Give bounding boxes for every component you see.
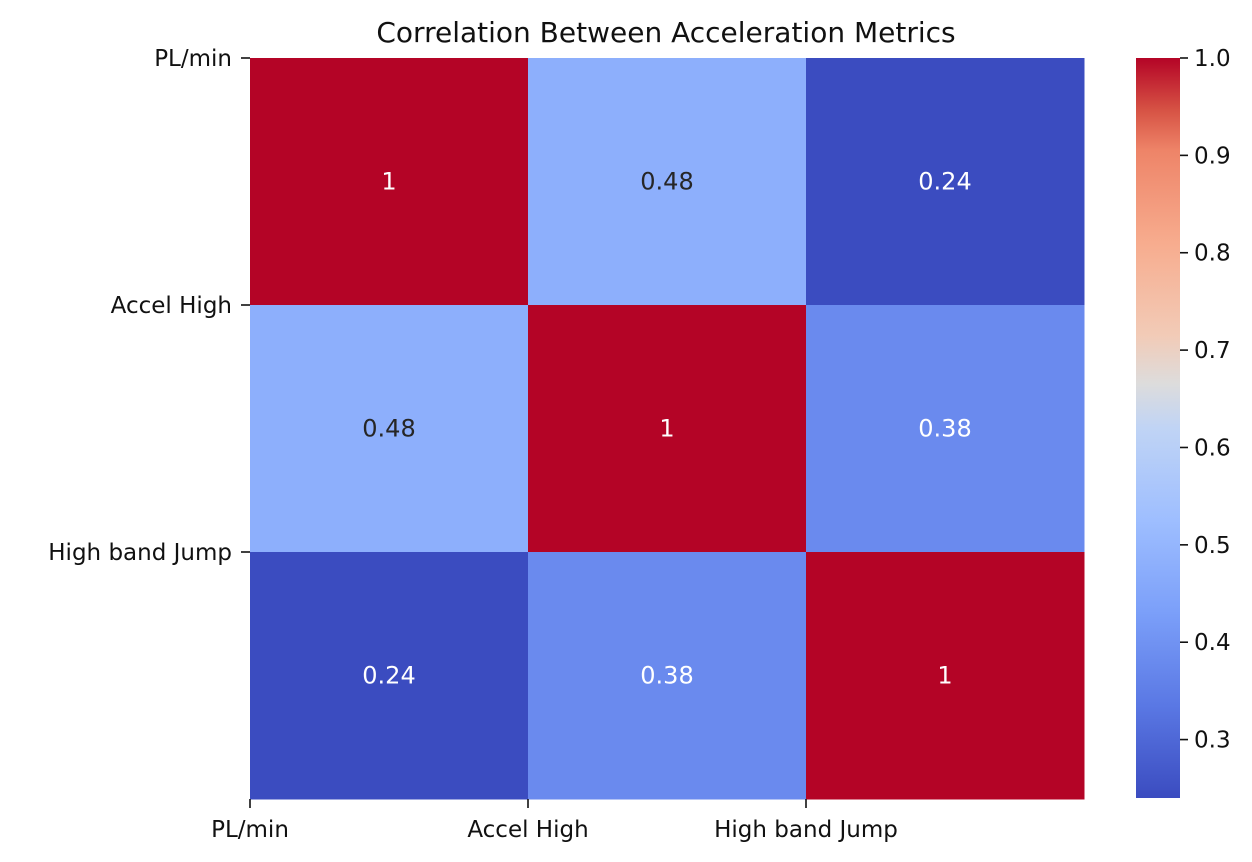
heatmap-cell-r0-c1 — [528, 58, 807, 306]
y-tick-label: High band Jump — [48, 540, 232, 566]
colorbar-tick-label: 1.0 — [1194, 46, 1231, 72]
colorbar-tick-label: 0.6 — [1194, 435, 1231, 461]
cell-value-label: 1 — [659, 415, 674, 443]
heatmap-cell-r2-c1 — [528, 552, 807, 800]
chart-title: Correlation Between Acceleration Metrics — [376, 16, 955, 49]
colorbar-tick-label: 0.4 — [1194, 630, 1231, 656]
colorbar-tick-label: 0.8 — [1194, 241, 1231, 267]
colorbar — [1136, 58, 1180, 798]
heatmap-cell-r2-c2 — [806, 552, 1085, 800]
y-tick-label: Accel High — [111, 293, 232, 319]
cell-value-label: 0.48 — [640, 168, 693, 196]
x-tick-label: Accel High — [467, 817, 588, 843]
cell-value-label: 1 — [381, 168, 396, 196]
heatmap-cell-r0-c2 — [806, 58, 1085, 306]
colorbar-tick-label: 0.7 — [1194, 338, 1231, 364]
heatmap-cell-r1-c0 — [250, 305, 529, 553]
colorbar-tick-label: 0.3 — [1194, 728, 1231, 754]
heatmap-cell-labels: 1 0.48 0.24 0.48 1 0.38 0.24 0.38 1 — [362, 168, 971, 690]
heatmap-cell-r1-c2 — [806, 305, 1085, 553]
y-axis: PL/min Accel High High band Jump — [48, 46, 250, 566]
colorbar-tick-label: 0.9 — [1194, 143, 1231, 169]
heatmap-cell-r0-c0 — [250, 58, 529, 306]
cell-value-label: 0.24 — [362, 662, 415, 690]
heatmap-cell-r1-c1 — [528, 305, 807, 553]
x-axis: PL/min Accel High High band Jump — [211, 799, 898, 843]
cell-value-label: 0.48 — [362, 415, 415, 443]
cell-value-label: 0.38 — [640, 662, 693, 690]
cell-value-label: 1 — [937, 662, 952, 690]
heatmap-cell-r2-c0 — [250, 552, 529, 800]
heatmap-cells — [250, 58, 1085, 800]
x-tick-label: PL/min — [211, 817, 289, 843]
cell-value-label: 0.24 — [918, 168, 971, 196]
y-tick-label: PL/min — [154, 46, 232, 72]
colorbar-ticks: 0.3 0.4 0.5 0.6 0.7 0.8 0.9 1.0 — [1180, 46, 1231, 754]
cell-value-label: 0.38 — [918, 415, 971, 443]
colorbar-tick-label: 0.5 — [1194, 533, 1231, 559]
x-tick-label: High band Jump — [714, 817, 898, 843]
